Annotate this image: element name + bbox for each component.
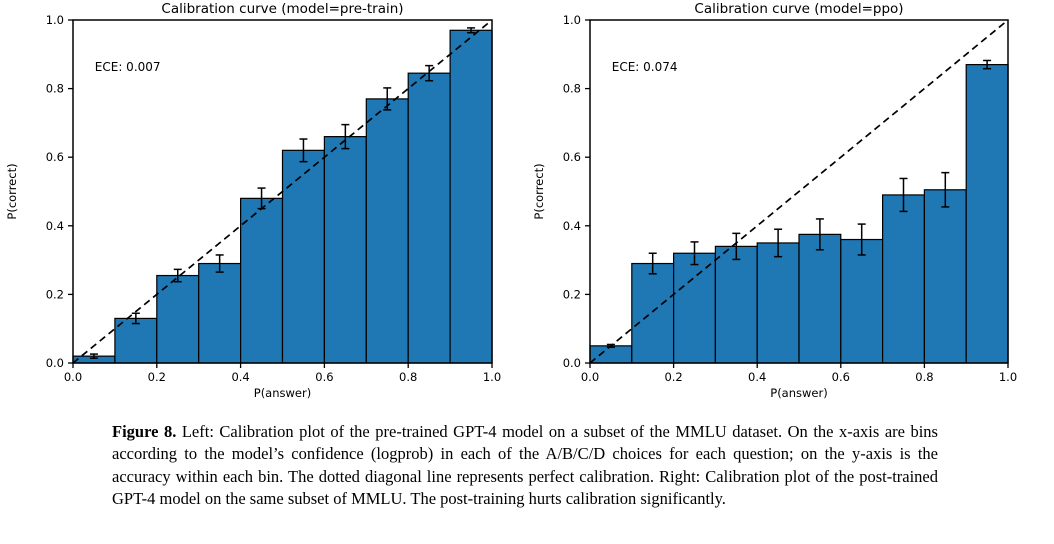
histogram-bar [240, 197, 284, 364]
histogram-bar [840, 238, 884, 364]
ece-annotation: ECE: 0.074 [612, 60, 678, 74]
y-tick-label: 0.6 [563, 150, 581, 164]
y-axis-label: P(correct) [5, 163, 19, 219]
figure-caption-text: Left: Calibration plot of the pre-traine… [112, 422, 938, 509]
histogram-bar [965, 63, 1009, 364]
y-tick-label: 0.8 [46, 82, 64, 96]
histogram-bar [673, 252, 717, 364]
chart-title: Calibration curve (model=ppo) [694, 1, 903, 17]
x-axis-label: P(answer) [254, 386, 311, 400]
perfect-calibration-line [72, 19, 493, 364]
x-tick-label: 0.4 [748, 370, 766, 384]
histogram-bar [756, 242, 800, 364]
histogram-bar [923, 189, 967, 364]
y-tick-label: 0.0 [46, 356, 64, 370]
y-tick-label: 1.0 [46, 13, 64, 27]
x-tick-label: 1.0 [483, 370, 501, 384]
y-tick-label: 1.0 [563, 13, 581, 27]
calibration-chart-pretrain: 0.0 0.2 0.4 0.6 0.8 1.0 0.0 0.2 0.4 0.6 0.8 1.0 Cali… [0, 0, 527, 412]
x-axis-label: P(answer) [770, 386, 827, 400]
plot-frame [72, 19, 493, 364]
y-tick-label: 0.2 [563, 287, 581, 301]
histogram-bar [714, 245, 758, 364]
y-tick-label: 0.2 [46, 287, 64, 301]
y-tick-label: 0.6 [46, 150, 64, 164]
plot-frame [589, 19, 1009, 364]
x-tick-label: 0.4 [231, 370, 249, 384]
y-axis-label: P(correct) [532, 163, 546, 219]
y-tick-label: 0.4 [563, 219, 581, 233]
calibration-chart-ppo-svg: 0.0 0.2 0.4 0.6 0.8 1.0 0.0 0.2 0.4 0.6 0.8 1.0 Cali… [532, 1, 1017, 400]
histogram-bar [407, 72, 451, 364]
histogram-bar [882, 194, 926, 364]
histogram-bar [365, 98, 409, 364]
calibration-figure: 0.0 0.2 0.4 0.6 0.8 1.0 0.0 0.2 0.4 0.6 0.8 1.0 Cali… [0, 0, 1054, 412]
histogram-bar [323, 136, 367, 364]
histogram-bar [114, 317, 158, 364]
histogram-bar [198, 262, 242, 364]
y-tick-label: 0.4 [46, 219, 64, 233]
perfect-calibration-line [589, 19, 1009, 364]
x-tick-label: 0.6 [832, 370, 850, 384]
histogram-bar [281, 149, 326, 364]
calibration-chart-pretrain-svg: 0.0 0.2 0.4 0.6 0.8 1.0 0.0 0.2 0.4 0.6 0.8 1.0 Cali… [5, 1, 501, 400]
ece-annotation: ECE: 0.007 [95, 60, 161, 74]
histogram-bar [449, 29, 493, 364]
histogram-bar [631, 262, 675, 364]
y-tick-label: 0.0 [563, 356, 581, 370]
x-tick-label: 1.0 [999, 370, 1017, 384]
y-tick-label: 0.8 [563, 82, 581, 96]
calibration-chart-ppo: 0.0 0.2 0.4 0.6 0.8 1.0 0.0 0.2 0.4 0.6 0.8 1.0 Cali… [527, 0, 1054, 412]
x-tick-label: 0.2 [148, 370, 166, 384]
chart-title: Calibration curve (model=pre-train) [161, 1, 403, 17]
figure-caption-label: Figure 8. [112, 422, 177, 441]
x-tick-label: 0.8 [915, 370, 933, 384]
x-tick-label: 0.2 [664, 370, 682, 384]
histogram-bar [798, 233, 842, 364]
x-tick-label: 0.0 [581, 370, 599, 384]
histogram-bar [589, 345, 633, 364]
x-tick-label: 0.8 [399, 370, 417, 384]
x-tick-label: 0.6 [315, 370, 333, 384]
x-tick-label: 0.0 [64, 370, 82, 384]
figure-caption: Figure 8. Left: Calibration plot of the … [112, 421, 938, 511]
